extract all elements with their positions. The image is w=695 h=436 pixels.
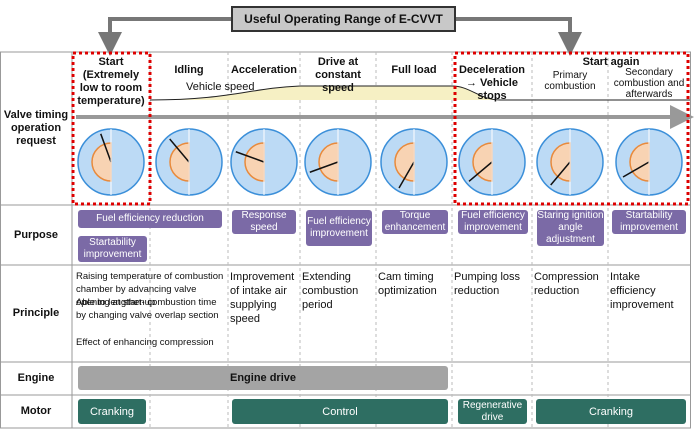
purpose-box: Torque enhancement <box>382 210 448 234</box>
sub-header: Secondary combustion and afterwards <box>613 67 685 100</box>
speed-label: Vehicle speed <box>186 81 255 93</box>
dial-line <box>244 142 265 182</box>
column-header: Deceleration → Vehicle stops <box>458 64 526 102</box>
purpose-box: Response speed <box>232 210 296 234</box>
engine-label: Engine drive <box>229 371 297 384</box>
principle-text: Intake efficiency improvement <box>610 271 674 311</box>
principle-text: Effect of enhancing compression <box>76 337 214 348</box>
row-label: Engine <box>17 372 55 384</box>
principle-text: Extending combustion period <box>302 271 359 311</box>
group-header: Start again <box>582 56 640 68</box>
dials <box>77 128 683 196</box>
highlight-decel <box>453 51 690 206</box>
motor-box: Regenerative drive <box>458 399 527 424</box>
dial-line <box>309 161 339 173</box>
row-label: Purpose <box>13 228 58 241</box>
speed-area <box>150 86 500 100</box>
principle-text: Cam timing optimization <box>378 271 437 297</box>
purpose-box: Startability improvement <box>612 210 686 234</box>
dial-line <box>629 142 650 182</box>
dial-line <box>91 142 112 182</box>
title: Useful Operating Range of E-CVVT <box>244 11 443 26</box>
purpose-box: Fuel efficiency reduction <box>78 210 222 228</box>
dial-line <box>169 138 190 163</box>
title-box <box>231 6 456 32</box>
highlight-start <box>71 51 152 206</box>
column-header: Full load <box>391 64 437 76</box>
dial-line <box>169 142 190 182</box>
column-header: Idling <box>174 64 204 76</box>
row-label: Principle <box>12 307 60 319</box>
dial-line <box>398 161 415 189</box>
dial-line <box>472 142 493 182</box>
motor-box: Cranking <box>536 399 686 424</box>
purpose-box: Startability improvement <box>78 236 147 262</box>
principle-text: Compression reduction <box>534 271 599 297</box>
motor-box: Control <box>232 399 448 424</box>
purpose-box: Staring ignition angle adjustment <box>537 210 604 246</box>
engine-bar <box>78 366 448 390</box>
row-label: Valve timing operation request <box>3 109 69 147</box>
speed-curve <box>149 85 690 101</box>
dial-line <box>318 142 339 182</box>
column-header: Acceleration <box>230 64 298 76</box>
row-label: Motor <box>20 405 52 417</box>
purpose-box: Fuel efficiency improvement <box>306 210 372 246</box>
column-header: Drive at constant speed <box>315 56 361 94</box>
principle-text: Raising temperature of combustion chambe… <box>76 271 224 308</box>
grid <box>0 51 691 429</box>
principle-text: Able to lengthen combustion time by chan… <box>76 297 219 321</box>
dial-line <box>468 161 493 182</box>
column-header: Start (Extremely low to room temperature… <box>77 56 145 107</box>
range-arrow-right <box>455 17 582 56</box>
motor-box: Cranking <box>78 399 146 424</box>
dial-line <box>100 133 112 163</box>
dial-line <box>550 161 571 186</box>
sub-header: Primary combustion <box>544 70 596 92</box>
range-arrow-left <box>98 17 232 56</box>
dial-line <box>550 142 571 182</box>
principle-text: Pumping loss reduction <box>454 271 521 297</box>
purpose-box: Fuel efficiency improvement <box>458 210 528 234</box>
principle-text: Improvement of intake air supplying spee… <box>230 271 295 325</box>
dial-line <box>235 151 265 163</box>
dial-line <box>622 161 650 178</box>
